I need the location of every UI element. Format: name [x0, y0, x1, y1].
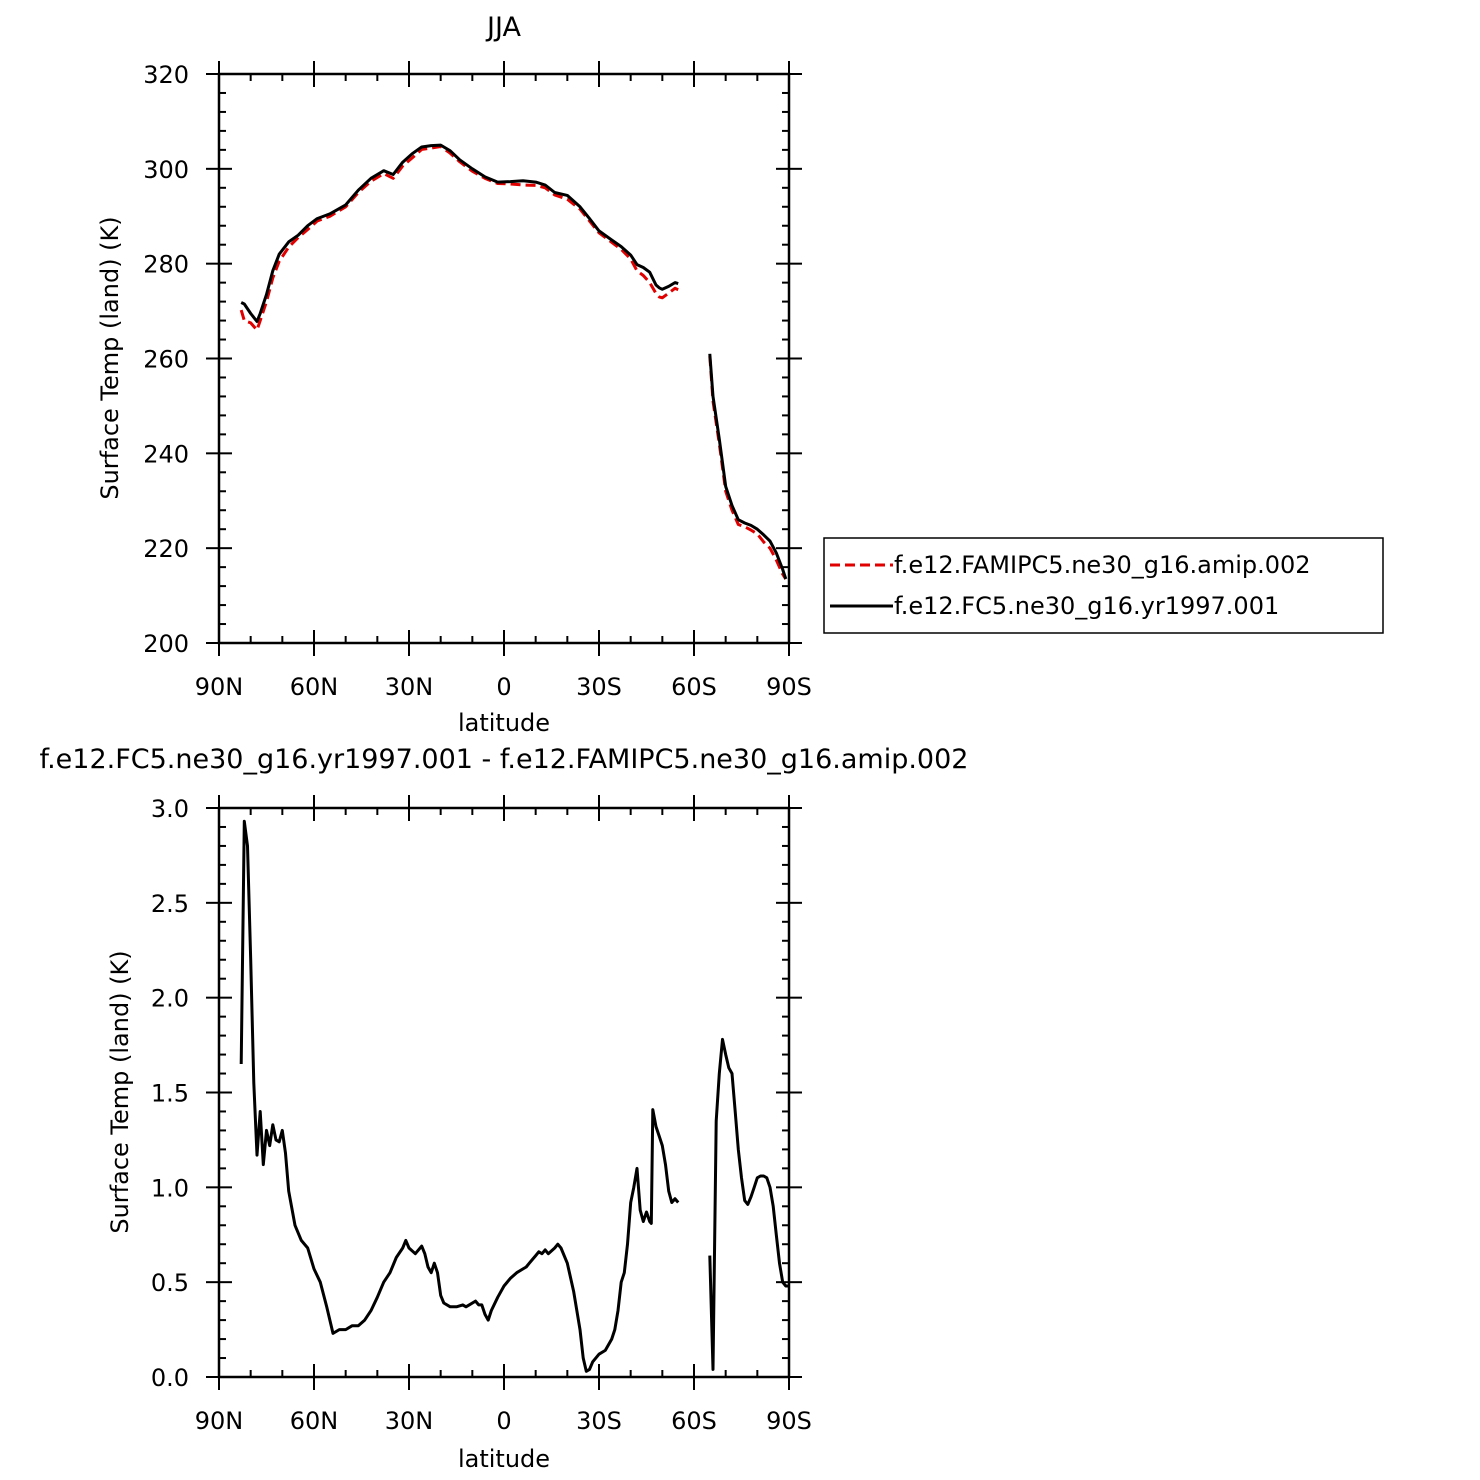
- bottom-chart-title: f.e12.FC5.ne30_g16.yr1997.001 - f.e12.FA…: [40, 744, 969, 775]
- series-line-1: [240, 143, 679, 323]
- x-tick-label: 30S: [576, 1407, 622, 1435]
- y-tick-label: 0.0: [151, 1364, 189, 1392]
- x-tick-label: 60N: [290, 1407, 339, 1435]
- x-tick-label: 90S: [766, 673, 812, 701]
- y-tick-label: 320: [143, 61, 189, 89]
- y-tick-label: 2.5: [151, 890, 189, 918]
- x-tick-label: 0: [496, 1407, 511, 1435]
- y-tick-label: 280: [143, 251, 189, 279]
- series-line-0: [239, 819, 680, 1373]
- bottom-y-axis-label: Surface Temp (land) (K): [106, 950, 134, 1233]
- top-series-lines: [239, 143, 788, 580]
- top-y-axis-label: Surface Temp (land) (K): [96, 216, 124, 499]
- series-line-0: [708, 355, 788, 580]
- series-line-0: [708, 1037, 789, 1371]
- y-tick-label: 220: [143, 535, 189, 563]
- top-x-axis-label: latitude: [458, 709, 550, 737]
- bottom-x-axis-label: latitude: [458, 1445, 550, 1473]
- bottom-plot-frame: [217, 806, 791, 1379]
- top-chart-title: JJA: [485, 12, 521, 43]
- y-tick-label: 260: [143, 346, 189, 374]
- y-tick-label: 1.5: [151, 1080, 189, 1108]
- top-chart-panel: JJA 90N 60N 30N 0 30S 60S 90S 200 220 240 260 280 30…: [96, 12, 812, 737]
- y-tick-label: 2.0: [151, 985, 189, 1013]
- series-line-0: [239, 145, 679, 332]
- x-tick-label: 30N: [385, 673, 434, 701]
- top-plot-frame: [217, 72, 791, 645]
- y-tick-label: 3.0: [151, 795, 189, 823]
- x-tick-label: 90N: [195, 1407, 244, 1435]
- legend-box: [823, 537, 1384, 634]
- x-tick-label: 30N: [385, 1407, 434, 1435]
- x-tick-label: 30S: [576, 673, 622, 701]
- bottom-series-lines: [239, 819, 789, 1373]
- legend: f.e12.FAMIPC5.ne30_g16.amip.002 f.e12.FC…: [823, 537, 1384, 634]
- x-tick-label: 90S: [766, 1407, 812, 1435]
- y-tick-label: 0.5: [151, 1269, 189, 1297]
- y-tick-label: 200: [143, 630, 189, 658]
- legend-label-amip: f.e12.FAMIPC5.ne30_g16.amip.002: [894, 551, 1311, 579]
- y-tick-label: 240: [143, 440, 189, 468]
- bottom-ticks: 90N 60N 30N 0 30S 60S 90S 0.0 0.5 1.0 1.5 2.0 2.5 3.0: [151, 795, 812, 1435]
- series-line-1: [708, 353, 788, 580]
- x-tick-label: 60S: [671, 673, 717, 701]
- x-tick-label: 60N: [290, 673, 339, 701]
- x-tick-label: 0: [496, 673, 511, 701]
- top-ticks: 90N 60N 30N 0 30S 60S 90S 200 220 240 260 280 300 320: [143, 61, 812, 701]
- bottom-chart-panel: f.e12.FC5.ne30_g16.yr1997.001 - f.e12.FA…: [40, 744, 969, 1473]
- x-tick-label: 60S: [671, 1407, 717, 1435]
- x-tick-label: 90N: [195, 673, 244, 701]
- y-tick-label: 300: [143, 156, 189, 184]
- y-tick-label: 1.0: [151, 1174, 189, 1202]
- legend-label-fc5: f.e12.FC5.ne30_g16.yr1997.001: [894, 592, 1279, 620]
